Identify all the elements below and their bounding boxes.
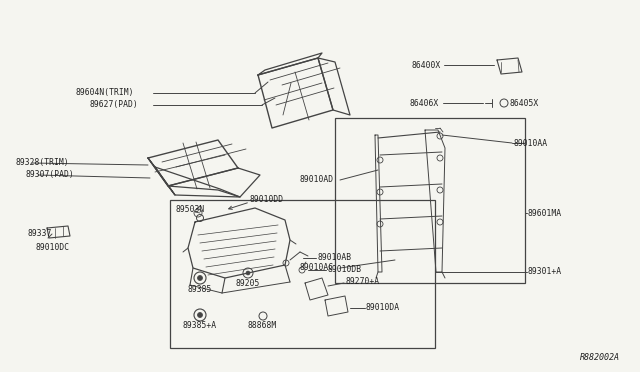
Circle shape	[198, 312, 202, 317]
Bar	[170, 200, 435, 348]
Circle shape	[198, 276, 202, 280]
Text: 89010DD: 89010DD	[250, 196, 284, 205]
Text: 89328(TRIM): 89328(TRIM)	[15, 158, 68, 167]
Text: 86405X: 86405X	[510, 99, 540, 108]
Text: 89010AB: 89010AB	[317, 253, 351, 262]
Text: R882002A: R882002A	[580, 353, 620, 362]
Text: 89385: 89385	[188, 285, 212, 295]
Text: 89301+A: 89301+A	[528, 267, 562, 276]
Text: 86406X: 86406X	[410, 99, 439, 108]
Text: 89604N(TRIM): 89604N(TRIM)	[75, 89, 134, 97]
Text: 89307(PAD): 89307(PAD)	[25, 170, 74, 180]
Text: 89627(PAD): 89627(PAD)	[90, 100, 139, 109]
Text: 89010DC: 89010DC	[35, 244, 69, 253]
Text: 89601MA: 89601MA	[528, 208, 562, 218]
Text: 89010DB: 89010DB	[327, 264, 361, 273]
Text: 89503N: 89503N	[175, 205, 204, 215]
Text: 86400X: 86400X	[412, 61, 441, 70]
Text: 88868M: 88868M	[248, 321, 276, 330]
Text: 89205: 89205	[236, 279, 260, 288]
Text: 89385+A: 89385+A	[183, 321, 217, 330]
Circle shape	[246, 271, 250, 275]
Text: 89270+A: 89270+A	[345, 278, 379, 286]
Text: 89337: 89337	[28, 228, 52, 237]
Text: 89010DA: 89010DA	[366, 302, 400, 311]
Bar	[335, 118, 525, 283]
Text: 89010AD: 89010AD	[300, 176, 334, 185]
Text: 89010AC: 89010AC	[300, 263, 334, 273]
Text: 89010AA: 89010AA	[514, 138, 548, 148]
